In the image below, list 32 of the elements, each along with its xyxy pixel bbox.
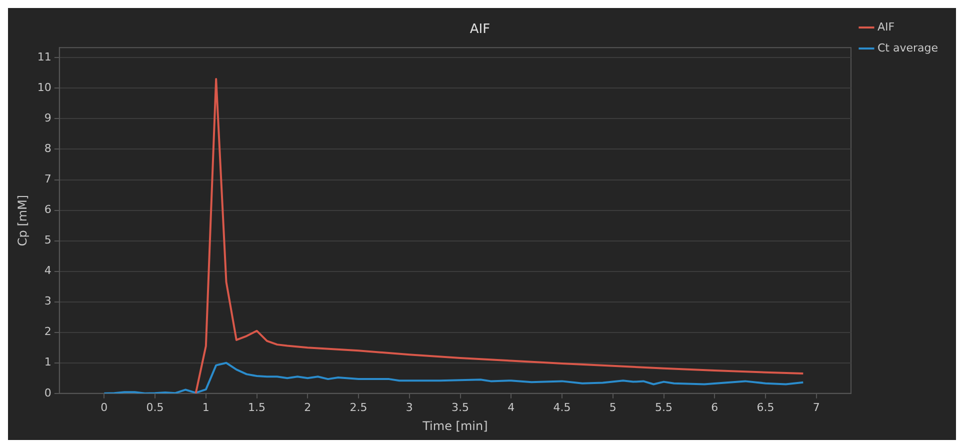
y-tick-label: 9 xyxy=(44,112,52,125)
x-tick-label: 3.5 xyxy=(452,400,470,414)
y-tick-label: 2 xyxy=(44,325,52,338)
x-tick-label: 6 xyxy=(711,400,718,414)
y-tick-label: 7 xyxy=(44,172,52,186)
y-tick-label: 10 xyxy=(37,81,52,94)
y-tick-label: 4 xyxy=(44,264,52,278)
x-tick-label: 4.5 xyxy=(553,400,571,414)
x-tick-label: 5.5 xyxy=(655,400,673,414)
y-tick-label: 3 xyxy=(44,294,52,308)
x-tick-label: 4 xyxy=(508,400,515,414)
y-axis-title: Cp [mM] xyxy=(15,194,30,246)
legend-label: AIF xyxy=(877,20,895,34)
chart-title: AIF xyxy=(470,22,490,38)
x-tick-label: 2.5 xyxy=(350,400,368,414)
y-tick-label: 0 xyxy=(44,386,52,400)
x-tick-label: 0 xyxy=(100,400,108,414)
x-tick-label: 7 xyxy=(812,400,820,414)
x-tick-label: 0.5 xyxy=(146,400,164,414)
x-tick-label: 5 xyxy=(609,400,616,414)
legend-label: Ct average xyxy=(877,41,938,54)
x-tick-label: 1 xyxy=(202,400,210,414)
x-tick-label: 2 xyxy=(304,400,312,414)
y-tick-label: 8 xyxy=(44,142,52,156)
x-tick-label: 1.5 xyxy=(248,400,266,414)
y-tick-label: 11 xyxy=(37,50,52,64)
y-tick-label: 1 xyxy=(44,356,52,369)
x-tick-label: 3 xyxy=(406,400,413,414)
x-tick-label: 6.5 xyxy=(756,400,774,414)
x-axis-title: Time [min] xyxy=(422,418,488,433)
y-tick-label: 5 xyxy=(44,234,52,247)
y-tick-label: 6 xyxy=(44,203,52,216)
